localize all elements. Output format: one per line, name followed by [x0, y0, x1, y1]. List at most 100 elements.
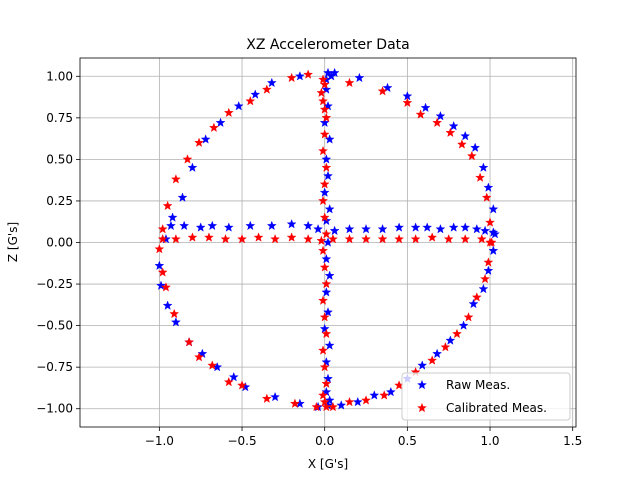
data-point	[480, 225, 490, 236]
data-point	[311, 401, 322, 412]
data-point	[319, 262, 330, 272]
data-point	[470, 142, 481, 152]
x-axis-label: X [G's]	[308, 457, 348, 471]
data-point	[316, 235, 327, 246]
y-tick-label: −1.00	[36, 402, 73, 416]
data-point	[420, 102, 431, 113]
data-point	[402, 97, 413, 108]
data-point	[170, 317, 181, 327]
data-point	[323, 170, 333, 181]
data-point	[233, 101, 244, 111]
x-tick-label: 1.5	[563, 434, 582, 448]
data-point	[286, 232, 297, 242]
data-point	[303, 69, 314, 79]
data-point	[194, 352, 204, 362]
data-point	[432, 348, 443, 359]
data-point	[321, 253, 332, 264]
data-point	[319, 79, 330, 89]
data-point	[182, 154, 193, 164]
data-point	[427, 232, 438, 242]
data-point	[319, 104, 330, 114]
data-point	[361, 395, 371, 405]
legend-box	[401, 372, 571, 421]
x-tick-label: −1.0	[145, 434, 174, 448]
data-point	[318, 96, 328, 106]
data-point	[270, 234, 281, 244]
data-point	[323, 67, 333, 78]
data-point	[321, 154, 332, 164]
data-point	[448, 120, 459, 131]
data-point	[488, 245, 499, 255]
data-series	[154, 67, 500, 412]
data-point	[316, 87, 327, 98]
data-point	[415, 109, 426, 119]
data-point	[290, 398, 300, 408]
data-point	[154, 260, 165, 270]
series-raw	[154, 67, 500, 412]
data-point	[200, 134, 211, 144]
data-point	[336, 400, 347, 410]
y-tick-label: −0.75	[36, 360, 73, 374]
data-point	[294, 71, 305, 81]
data-point	[460, 234, 471, 244]
legend: Raw Meas. Calibrated Meas.	[401, 372, 571, 421]
data-point	[207, 220, 218, 231]
data-point	[321, 357, 332, 367]
y-tick-label: 0.00	[46, 236, 73, 250]
data-point	[318, 145, 328, 156]
data-point	[184, 337, 195, 347]
legend-marker	[417, 379, 427, 390]
data-point	[170, 234, 181, 244]
data-point	[319, 212, 330, 222]
y-tick-label: 0.75	[46, 111, 73, 125]
data-point	[485, 217, 495, 227]
data-point	[445, 127, 456, 137]
data-point	[266, 220, 277, 231]
data-point	[361, 224, 371, 234]
data-point	[427, 355, 438, 365]
data-point	[410, 234, 421, 244]
data-point	[468, 298, 479, 309]
data-point	[204, 232, 214, 242]
data-point	[318, 390, 328, 400]
data-point	[250, 89, 261, 99]
data-point	[475, 172, 486, 182]
data-point	[321, 112, 332, 123]
data-point	[422, 222, 433, 232]
data-point	[460, 130, 471, 141]
data-point	[318, 245, 328, 255]
legend-marker	[417, 402, 427, 413]
data-point	[169, 308, 180, 319]
data-point	[458, 320, 469, 330]
data-point	[476, 234, 487, 244]
data-point	[220, 234, 231, 244]
data-point	[319, 323, 330, 334]
data-point	[318, 195, 328, 206]
data-point	[319, 117, 330, 128]
data-point	[483, 182, 494, 192]
data-point	[361, 234, 371, 244]
data-point	[410, 222, 421, 232]
data-point	[481, 192, 492, 202]
data-point	[157, 234, 168, 244]
data-point	[223, 376, 234, 387]
data-point	[471, 292, 482, 302]
data-point	[321, 328, 332, 339]
data-point	[195, 222, 206, 232]
data-point	[323, 373, 333, 383]
data-point	[321, 84, 332, 94]
x-tick-label: 1.0	[480, 434, 499, 448]
data-point	[313, 224, 323, 234]
data-point	[209, 122, 219, 132]
data-point	[177, 192, 188, 202]
y-tick-label: 0.25	[46, 194, 73, 208]
chart-title: XZ Accelerometer Data	[246, 37, 409, 53]
data-point	[154, 243, 165, 254]
data-point	[237, 234, 247, 244]
data-point	[215, 117, 226, 128]
data-point	[344, 77, 355, 88]
data-point	[369, 390, 380, 400]
data-point	[228, 371, 239, 382]
data-point	[385, 386, 396, 397]
data-point	[321, 378, 332, 388]
